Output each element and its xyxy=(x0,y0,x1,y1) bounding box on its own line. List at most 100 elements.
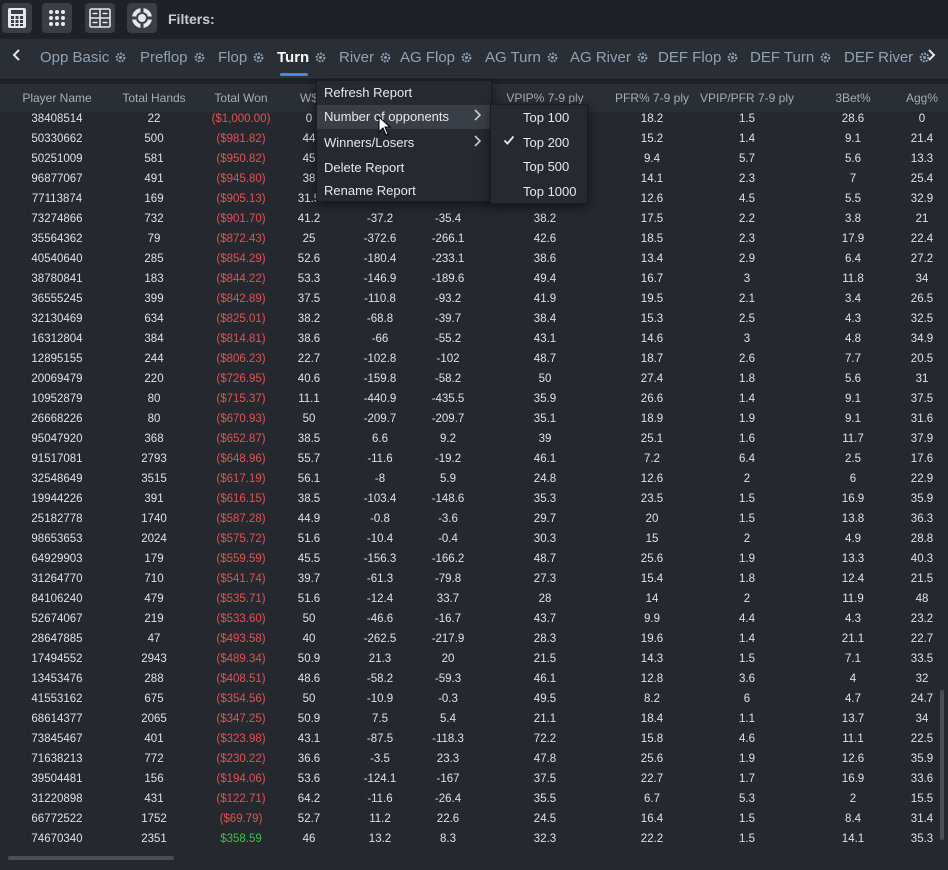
table-row[interactable]: 40540640 285 ($854.29) 52.6 -180.4 -233.1 38.6… xyxy=(0,250,948,270)
table-row[interactable]: 41553162 675 ($354.56) 50 -10.9 -0.3 49.5 8.2 6 4… xyxy=(0,690,948,710)
gear-icon[interactable] xyxy=(194,52,205,63)
menu-item-rename-report[interactable]: Rename Report xyxy=(317,179,491,203)
table-row[interactable]: 95047920 368 ($652.87) 38.5 6.6 9.2 39 25.1 1.6 1… xyxy=(0,430,948,450)
column-header[interactable]: W$ xyxy=(300,91,318,105)
table-cell: 17.6 xyxy=(910,453,934,465)
tabs-scroll-left[interactable] xyxy=(6,48,26,67)
column-header[interactable]: Total Hands xyxy=(122,91,186,105)
table-row[interactable]: 96877067 491 ($945.80) 38 14.1 2.3 7 25.4 xyxy=(0,170,948,190)
table-row[interactable]: 38780841 183 ($844.22) 53.3 -146.9 -189.6 49.4… xyxy=(0,270,948,290)
apps-button[interactable] xyxy=(42,3,72,33)
gear-icon[interactable] xyxy=(727,52,738,63)
gear-icon[interactable] xyxy=(637,52,648,63)
table-row[interactable]: 39504481 156 ($194.06) 53.6 -124.1 -167 37.5 22… xyxy=(0,770,948,790)
table-row[interactable]: 66772522 1752 ($69.79) 52.7 11.2 22.6 24.5 16.4… xyxy=(0,810,948,830)
table-cell: 479 xyxy=(144,593,164,605)
tab-river[interactable]: River xyxy=(339,49,391,66)
table-row[interactable]: 91517081 2793 ($648.96) 55.7 -11.6 -19.2 46.1 7… xyxy=(0,450,948,470)
column-header[interactable]: 3Bet% xyxy=(835,91,871,105)
menu-item-refresh-report[interactable]: Refresh Report xyxy=(317,81,491,105)
column-header[interactable]: Player Name xyxy=(22,91,92,105)
submenu-item-top-100[interactable]: Top 100 xyxy=(491,106,587,130)
table-row[interactable]: 73845467 401 ($323.98) 43.1 -87.5 -118.3 72.2 1… xyxy=(0,730,948,750)
table-row[interactable]: 31264770 710 ($541.74) 39.7 -61.3 -79.8 27.3 15… xyxy=(0,570,948,590)
table-row[interactable]: 12895155 244 ($806.23) 22.7 -102.8 -102 48.7 18… xyxy=(0,350,948,370)
table-cell: 5.3 xyxy=(739,793,755,805)
table-cell: -166.2 xyxy=(431,553,465,565)
table-cell: 6 xyxy=(849,473,857,485)
dashboard-button[interactable] xyxy=(85,3,115,33)
table-row[interactable]: 31220898 431 ($122.71) 64.2 -11.6 -26.4 35.5 6.… xyxy=(0,790,948,810)
table-row[interactable]: 16312804 384 ($814.81) 38.6 -66 -55.2 43.1 14.6… xyxy=(0,330,948,350)
menu-item-winners-losers[interactable]: Winners/Losers xyxy=(317,131,491,155)
table-row[interactable]: 38408514 22 ($1,000.00) 0 18.2 1.5 28.6 0 xyxy=(0,110,948,130)
table-row[interactable]: 20069479 220 ($726.95) 40.6 -159.8 -58.2 50 27.… xyxy=(0,370,948,390)
tab-ag-turn[interactable]: AG Turn xyxy=(485,49,558,66)
table-row[interactable]: 71638213 772 ($230.22) 36.6 -3.5 23.3 47.8 25.6… xyxy=(0,750,948,770)
column-header[interactable]: PFR% 7-9 ply xyxy=(614,91,690,105)
table-row[interactable]: 50330662 500 ($981.82) 44 15.2 1.4 9.1 21.4 xyxy=(0,130,948,150)
gear-icon[interactable] xyxy=(461,52,472,63)
menu-item-number-of-opponents[interactable]: Number of opponents xyxy=(317,105,491,129)
tab-opp-basic[interactable]: Opp Basic xyxy=(40,49,126,66)
gear-icon[interactable] xyxy=(115,52,126,63)
table-row[interactable]: 25182778 1740 ($587.28) 44.9 -0.8 -3.6 29.7 20 1… xyxy=(0,510,948,530)
table-row[interactable]: 19944226 391 ($616.15) 38.5 -103.4 -148.6 35.3… xyxy=(0,490,948,510)
tab-def-river[interactable]: DEF River xyxy=(844,49,930,66)
table-row[interactable]: 77113874169($905.13)31.5-170.0-109.112.6… xyxy=(0,190,948,210)
table-row[interactable]: 64929903 179 ($559.59) 45.5 -156.3 -166.2 48.7… xyxy=(0,550,948,570)
poker-chip-button[interactable] xyxy=(127,3,157,33)
table-cell: 2.3 xyxy=(739,233,755,245)
table-row[interactable]: 26668226 80 ($670.93) 50 -209.7 -209.7 35.1 18.… xyxy=(0,410,948,430)
table-row[interactable]: 32130469 634 ($825.01) 38.2 -68.8 -39.7 38.4 15… xyxy=(0,310,948,330)
gear-icon[interactable] xyxy=(315,52,326,63)
table-row[interactable]: 68614377 2065 ($347.25) 50.9 7.5 5.4 21.1 18.4 1… xyxy=(0,710,948,730)
table-row[interactable]: 35564362 79 ($872.43) 25 -372.6 -266.1 42.6 18.… xyxy=(0,230,948,250)
table-cell: 15.8 xyxy=(640,733,664,745)
tab-def-turn[interactable]: DEF Turn xyxy=(750,49,831,66)
tab-turn[interactable]: Turn xyxy=(277,49,326,66)
gear-icon[interactable] xyxy=(820,52,831,63)
table-row[interactable]: 52674067 219 ($533.60) 50 -46.6 -16.7 43.7 9.9 4… xyxy=(0,610,948,630)
table-row[interactable]: 36555245 399 ($842.89) 37.5 -110.8 -93.2 41.9 1… xyxy=(0,290,948,310)
column-header[interactable]: VPIP/PFR 7-9 ply xyxy=(699,91,795,105)
column-header[interactable]: Total Won xyxy=(214,91,268,105)
calculator-button[interactable] xyxy=(2,3,32,33)
menu-item-delete-report[interactable]: Delete Report xyxy=(317,156,491,180)
table-row[interactable]: 28647885 47 ($493.58) 40 -262.5 -217.9 28.3 19.… xyxy=(0,630,948,650)
gear-icon[interactable] xyxy=(253,52,264,63)
table-cell: 25.6 xyxy=(640,753,664,765)
tabs-scroll-right[interactable] xyxy=(922,48,942,67)
tab-flop[interactable]: Flop xyxy=(218,49,264,66)
submenu-item-top-1000[interactable]: Top 1000 xyxy=(491,180,587,204)
table-cell: 12.6 xyxy=(640,473,664,485)
gear-icon[interactable] xyxy=(380,52,391,63)
table-row[interactable]: 73274866 732 ($901.70) 41.2 -37.2 -35.4 38.2 17… xyxy=(0,210,948,230)
table-cell: 30.3 xyxy=(533,533,557,545)
column-header[interactable]: VPIP% 7-9 ply xyxy=(506,91,584,105)
tab-ag-river[interactable]: AG River xyxy=(570,49,648,66)
table-cell: 11.8 xyxy=(842,273,864,285)
gear-icon[interactable] xyxy=(919,52,930,63)
column-header[interactable]: Agg% xyxy=(905,91,939,105)
table-row[interactable]: 98653653 2024 ($575.72) 51.6 -10.4 -0.4 30.3 15… xyxy=(0,530,948,550)
table-row[interactable]: 84106240 479 ($535.71) 51.6 -12.4 33.7 28 14 2 11… xyxy=(0,590,948,610)
table-cell: -3.6 xyxy=(438,513,458,525)
table-row[interactable]: 74670340 2351 $358.59 46 13.2 8.3 32.3 22.2 1.5 1… xyxy=(0,830,948,850)
submenu-item-top-500[interactable]: Top 500 xyxy=(491,155,587,179)
table-row[interactable]: 32548649 3515 ($617.19) 56.1 -8 5.9 24.8 12.6 2 6… xyxy=(0,470,948,490)
mouse-cursor-icon xyxy=(378,116,392,136)
table-row[interactable]: 13453476 288 ($408.51) 48.6 -58.2 -59.3 46.1 12… xyxy=(0,670,948,690)
table-row[interactable]: 17494552 2943 ($489.34) 50.9 21.3 20 21.5 14.3 1… xyxy=(0,650,948,670)
chevron-right-icon xyxy=(474,135,482,147)
table-cell: 23.3 xyxy=(436,753,460,765)
vertical-scrollbar[interactable] xyxy=(940,690,944,840)
horizontal-scrollbar[interactable] xyxy=(8,856,174,860)
table-row[interactable]: 50251009 581 ($950.82) 45 9.4 5.7 5.6 13.3 xyxy=(0,150,948,170)
table-row[interactable]: 10952879 80 ($715.37) 11.1 -440.9 -435.5 35.9 2… xyxy=(0,390,948,410)
tab-def-flop[interactable]: DEF Flop xyxy=(658,49,738,66)
submenu-item-top-200[interactable]: Top 200 xyxy=(491,131,587,155)
tab-preflop[interactable]: Preflop xyxy=(140,49,205,66)
tab-ag-flop[interactable]: AG Flop xyxy=(400,49,472,66)
gear-icon[interactable] xyxy=(547,52,558,63)
